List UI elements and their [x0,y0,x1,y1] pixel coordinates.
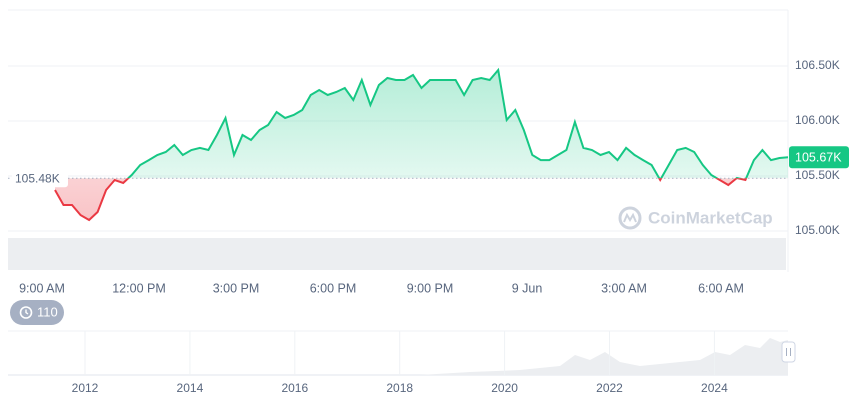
x-tick-label: 12:00 PM [112,281,166,295]
badge[interactable]: 110 [10,300,64,325]
watermark: CoinMarketCap [618,206,773,230]
navigator-year: 2022 [596,381,623,395]
volume-band [8,238,786,270]
navigator-year: 2020 [491,381,518,395]
navigator-year: 2018 [386,381,413,395]
navigator-year: 2014 [177,381,204,395]
area-up [128,70,788,179]
clock-icon [19,306,33,319]
price-line-up [126,67,789,179]
navigator [8,330,796,376]
x-tick-label: 9 Jun [512,281,543,295]
navigator-year: 2024 [701,381,728,395]
baseline-label: 105.48K [15,171,60,185]
last-price-label: 105.67K [795,151,842,165]
badge-text: 110 [37,304,58,319]
navigator-year: 2012 [72,381,99,395]
navigator-year: 2016 [281,381,308,395]
y-tick-label: 106.50K [795,58,840,72]
x-tick-label: 3:00 AM [601,281,647,295]
x-tick-label: 9:00 PM [407,281,454,295]
y-tick-label: 106.00K [795,113,840,127]
y-tick-label: 105.50K [795,168,840,182]
x-tick-label: 3:00 PM [213,281,260,295]
x-tick-label: 6:00 PM [310,281,357,295]
watermark-text: CoinMarketCap [648,208,773,227]
badge-bg [10,300,64,325]
x-tick-label: 6:00 AM [698,281,744,295]
last-price-badge [789,146,849,169]
x-tick-label: 9:00 AM [19,281,65,295]
clock-hand [25,309,29,315]
baseline-label-bg [12,168,68,188]
y-tick-label: 105.00K [795,223,840,237]
